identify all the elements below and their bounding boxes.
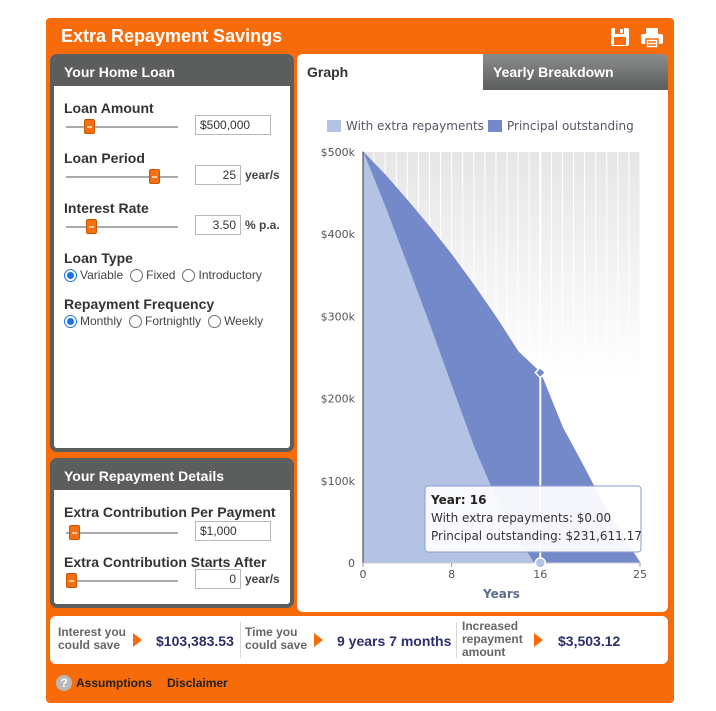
loan-period-unit: year/s: [245, 168, 280, 182]
y-tick-label: $300k: [321, 310, 356, 323]
repayment-frequency-label: Repayment Frequency: [64, 296, 215, 312]
frequency-options: Monthly Fortnightly Weekly: [64, 314, 270, 328]
frequency-weekly[interactable]: Weekly: [208, 314, 263, 328]
save-icon[interactable]: [610, 27, 630, 52]
starts-after-unit: year/s: [245, 572, 280, 586]
arrow-icon: [534, 633, 543, 647]
loan-amount-label: Loan Amount: [64, 100, 154, 116]
increased-label-2: repayment: [462, 632, 523, 646]
extra-contribution-label: Extra Contribution Per Payment: [64, 504, 276, 520]
frequency-monthly-label: Monthly: [80, 314, 123, 328]
extra-contribution-input[interactable]: $1,000: [195, 521, 271, 541]
radio-icon[interactable]: [64, 314, 77, 328]
help-icon[interactable]: ?: [56, 675, 72, 691]
assumptions-link[interactable]: Assumptions: [76, 676, 153, 690]
legend-swatch: [488, 120, 502, 132]
time-save-label-2: could save: [245, 638, 308, 652]
tab-graph[interactable]: Graph: [297, 54, 483, 90]
highlight-point-extra: [534, 557, 547, 569]
extra-contribution-slider-handle[interactable]: [69, 525, 81, 540]
x-tick-label: 8: [448, 568, 455, 581]
y-tick-label: 0: [348, 557, 355, 570]
loan-type-fixed[interactable]: Fixed: [130, 268, 175, 282]
time-save-label-1: Time you: [245, 625, 298, 639]
home-loan-heading: Your Home Loan: [54, 58, 290, 86]
starts-after-slider[interactable]: [66, 573, 178, 588]
extra-repayment-widget: Extra Repayment Savings Your Home Loan L…: [46, 18, 674, 703]
home-loan-panel: Your Home Loan Loan Amount $500,000 Loan…: [50, 54, 294, 452]
extra-contribution-slider[interactable]: [66, 525, 178, 540]
loan-type-options: Variable Fixed Introductory: [64, 268, 269, 282]
loan-type-label: Loan Type: [64, 250, 133, 266]
loan-type-variable[interactable]: Variable: [64, 268, 123, 282]
arrow-icon: [314, 633, 323, 647]
increased-label-3: amount: [462, 645, 506, 659]
increased-repayment-value: $3,503.12: [558, 633, 621, 649]
frequency-fortnightly-label: Fortnightly: [145, 314, 202, 328]
interest-save-value: $103,383.53: [156, 633, 234, 649]
interest-rate-slider-handle[interactable]: [86, 219, 98, 234]
interest-rate-unit: % p.a.: [245, 218, 280, 232]
loan-type-introductory[interactable]: Introductory: [182, 268, 262, 282]
widget-title: Extra Repayment Savings: [61, 26, 283, 46]
repayment-details-panel: Your Repayment Details Extra Contributio…: [50, 458, 294, 608]
loan-period-slider[interactable]: [66, 169, 178, 184]
tooltip-principal: Principal outstanding: $231,611.17: [431, 529, 642, 543]
loan-amount-slider[interactable]: [66, 119, 178, 134]
interest-rate-input[interactable]: 3.50: [195, 215, 241, 235]
y-tick-label: $200k: [321, 393, 356, 406]
x-tick-label: 0: [360, 568, 367, 581]
loan-amount-slider-handle[interactable]: [84, 119, 96, 134]
interest-rate-label: Interest Rate: [64, 200, 149, 216]
x-tick-label: 25: [633, 568, 647, 581]
tooltip-extra: With extra repayments: $0.00: [431, 511, 611, 525]
legend-label: Principal outstanding: [507, 119, 634, 133]
legend-label: With extra repayments: [346, 119, 484, 133]
frequency-fortnightly[interactable]: Fortnightly: [129, 314, 201, 328]
y-tick-label: $400k: [321, 228, 356, 241]
divider: [240, 622, 241, 658]
graph-panel: Graph Yearly Breakdown With extra repaym…: [297, 54, 668, 612]
arrow-icon: [133, 633, 142, 647]
loan-chart: With extra repayments Principal outstandi…: [321, 119, 647, 601]
radio-icon[interactable]: [208, 314, 222, 328]
starts-after-slider-handle[interactable]: [66, 573, 77, 588]
x-axis-title: Years: [482, 587, 520, 601]
radio-icon[interactable]: [129, 314, 143, 328]
tooltip-box: [424, 485, 642, 553]
increased-label-1: Increased: [462, 619, 519, 633]
y-tick-label: $100k: [321, 475, 356, 488]
starts-after-input[interactable]: 0: [195, 569, 241, 589]
disclaimer-link[interactable]: Disclaimer: [167, 676, 228, 690]
highlight-point-principal: [534, 366, 547, 379]
loan-period-slider-handle[interactable]: [148, 169, 160, 184]
print-icon[interactable]: [640, 27, 664, 54]
tooltip-year: Year: 16: [430, 493, 486, 507]
y-tick-label: $500k: [321, 146, 356, 159]
footer: ? Assumptions Disclaimer: [56, 675, 243, 691]
results-bar: Interest you could save $103,383.53 Time…: [50, 616, 668, 664]
time-save-value: 9 years 7 months: [337, 633, 452, 649]
loan-period-input[interactable]: 25: [195, 165, 241, 185]
interest-rate-slider[interactable]: [66, 219, 178, 234]
loan-type-introductory-label: Introductory: [198, 268, 262, 282]
loan-amount-input[interactable]: $500,000: [195, 115, 271, 135]
loan-type-fixed-label: Fixed: [146, 268, 176, 282]
tab-yearly-breakdown[interactable]: Yearly Breakdown: [483, 54, 668, 90]
radio-icon[interactable]: [64, 268, 77, 282]
divider: [456, 622, 457, 658]
frequency-monthly[interactable]: Monthly: [64, 314, 122, 328]
frequency-weekly-label: Weekly: [224, 314, 264, 328]
x-tick-label: 16: [533, 568, 547, 581]
legend-swatch: [327, 120, 341, 132]
starts-after-label: Extra Contribution Starts After: [64, 554, 267, 570]
interest-save-label-2: could save: [58, 638, 121, 652]
loan-period-label: Loan Period: [64, 150, 145, 166]
interest-save-label-1: Interest you: [58, 625, 127, 639]
radio-icon[interactable]: [182, 268, 196, 282]
loan-type-variable-label: Variable: [80, 268, 124, 282]
repayment-details-heading: Your Repayment Details: [54, 462, 290, 490]
radio-icon[interactable]: [130, 268, 144, 282]
